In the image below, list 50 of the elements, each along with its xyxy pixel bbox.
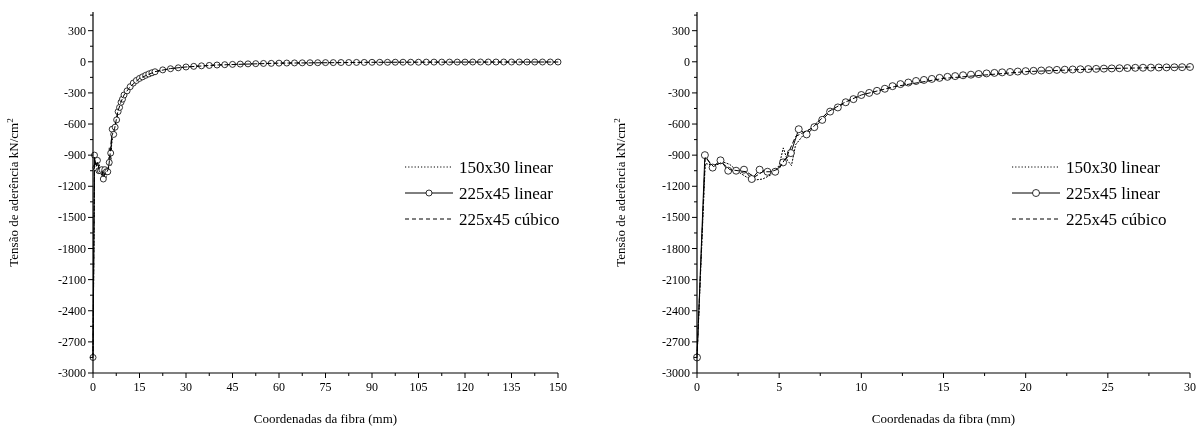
y-tick-label: -300 [668,85,690,100]
x-tick-label: 0 [90,380,96,394]
y-tick-label: 300 [68,23,86,38]
x-tick-label: 5 [776,380,783,394]
x-tick-label: 135 [502,380,521,394]
x-tick-label: 0 [694,380,700,394]
legend-label: 225x45 cúbico [1066,210,1167,229]
y-tick-label: -1500 [662,210,690,225]
legend-label: 225x45 linear [1066,184,1161,203]
x-tick-label: 15 [133,380,146,394]
legend-label: 225x45 linear [459,184,554,203]
x-axis-title: Coordenadas da fibra (mm) [871,411,1016,426]
x-tick-label: 150 [549,380,567,394]
x-tick-label: 120 [456,380,474,394]
y-tick-label: -600 [668,117,690,132]
y-tick-label: -2100 [58,272,86,287]
y-tick-label: -2700 [58,334,86,349]
y-tick-label: -1800 [58,241,86,256]
y-tick-label: -2700 [662,334,690,349]
y-tick-label: -2400 [662,303,690,318]
legend-label: 150x30 linear [1066,158,1161,177]
y-tick-label: 300 [672,23,690,38]
y-tick-label: 0 [80,54,86,69]
y-tick-label: -1800 [662,241,690,256]
x-tick-label: 25 [1101,380,1114,394]
y-tick-label: 0 [684,54,690,69]
y-tick-label: -600 [64,117,86,132]
y-tick-label: -1200 [58,179,86,194]
y-tick-label: -900 [64,148,86,163]
x-tick-label: 45 [226,380,239,394]
x-tick-label: 30 [1184,380,1196,394]
y-tick-label: -3000 [662,366,690,380]
y-tick-label: -3000 [58,366,86,380]
y-tick-label: -2100 [662,272,690,287]
legend-label: 225x45 cúbico [459,210,560,229]
y-tick-label: -300 [64,85,86,100]
x-tick-label: 30 [180,380,192,394]
x-tick-label: 90 [366,380,378,394]
x-tick-label: 75 [319,380,332,394]
legend-label: 150x30 linear [459,158,554,177]
y-tick-label: -900 [668,148,690,163]
x-tick-label: 10 [855,380,868,394]
y-tick-label: -2400 [58,303,86,318]
y-tick-label: -1500 [58,210,86,225]
x-axis-title: Coordenadas da fibra (mm) [253,411,398,426]
x-tick-label: 60 [273,380,285,394]
y-tick-label: -1200 [662,179,690,194]
x-tick-label: 105 [409,380,428,394]
x-tick-label: 20 [1019,380,1032,394]
x-tick-label: 15 [937,380,950,394]
